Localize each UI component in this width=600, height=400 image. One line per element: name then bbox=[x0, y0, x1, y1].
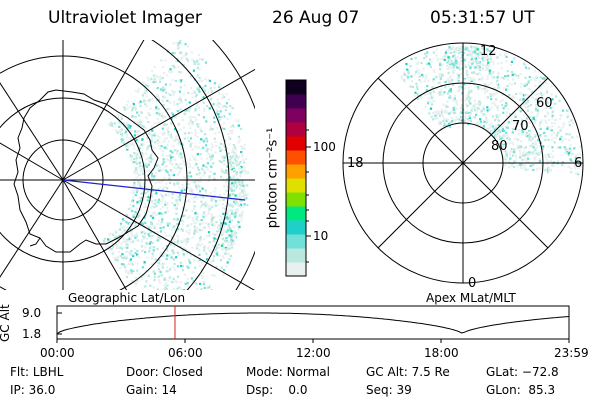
status-glat: GLat: −72.8 bbox=[486, 365, 559, 379]
status-door: Door: Closed bbox=[126, 365, 203, 379]
status-ip: IP: 36.0 bbox=[10, 383, 56, 397]
strip-x-tick-1200: 12:00 bbox=[296, 346, 331, 360]
status-dsp: Dsp: 0.0 bbox=[246, 383, 308, 397]
antarctica-coastline bbox=[13, 89, 159, 253]
mlt-label-6: 6 bbox=[574, 156, 583, 171]
mlt-label-12: 12 bbox=[480, 44, 497, 59]
strip-x-tick-1800: 18:00 bbox=[424, 346, 459, 360]
color-scale-tick-10: 10 bbox=[313, 229, 329, 243]
status-seq: Seq: 39 bbox=[366, 383, 412, 397]
right-panel-caption: Apex MLat/MLT bbox=[426, 291, 516, 305]
color-scale-tick-100: 100 bbox=[313, 140, 336, 154]
strip-y-label: GC Alt bbox=[0, 304, 12, 342]
auroral-emission-left bbox=[103, 40, 249, 290]
status-filter: Flt: LBHL bbox=[10, 365, 64, 379]
strip-x-tick-0600: 06:00 bbox=[168, 346, 203, 360]
status-mode: Mode: Normal bbox=[246, 365, 330, 379]
color-scale-unit: photon cm⁻²s⁻¹ bbox=[265, 127, 281, 229]
noon-meridian bbox=[62, 179, 246, 201]
strip-x-tick-2359: 23:59 bbox=[554, 346, 589, 360]
strip-y-tick-1-8: 1.8 bbox=[22, 327, 42, 341]
strip-x-tick-0000: 00:00 bbox=[40, 346, 75, 360]
status-glon: GLon: 85.3 bbox=[486, 383, 556, 397]
instrument-title: Ultraviolet Imager bbox=[48, 8, 202, 28]
left-panel-caption: Geographic Lat/Lon bbox=[68, 291, 186, 305]
strip-y-tick-9: 9.0 bbox=[22, 306, 42, 320]
status-gc-alt: GC Alt: 7.5 Re bbox=[366, 365, 450, 379]
observation-time: 05:31:57 UT bbox=[430, 8, 535, 28]
mlt-label-0: 0 bbox=[468, 276, 477, 291]
mlat-label-80: 80 bbox=[491, 139, 508, 154]
mlat-label-60: 60 bbox=[536, 96, 553, 111]
mlat-label-70: 70 bbox=[512, 119, 529, 134]
meridian-lines bbox=[0, 40, 255, 290]
observation-date: 26 Aug 07 bbox=[272, 8, 360, 28]
status-gain: Gain: 14 bbox=[126, 383, 177, 397]
mlt-label-18: 18 bbox=[347, 156, 364, 171]
